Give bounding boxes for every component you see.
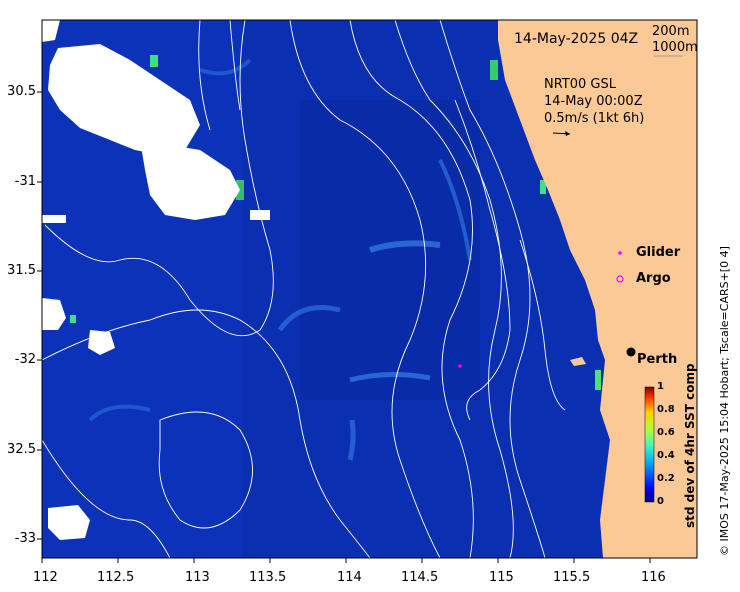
- argo-legend-marker: [616, 275, 624, 283]
- y-tick-label: 31.5: [7, 263, 36, 278]
- currents-scale-label: 0.5m/s (1kt 6h): [544, 111, 645, 126]
- x-tick-label: 116: [641, 570, 666, 585]
- x-tick-label: 112: [33, 570, 58, 585]
- y-tick-label: 30.5: [7, 84, 36, 99]
- colorbar-tick: 0.6: [657, 427, 675, 438]
- argo-legend-label: Argo: [636, 271, 671, 286]
- y-tick-label: -33: [14, 531, 36, 546]
- colorbar-label: std dev of 4hr SST comp: [683, 363, 697, 528]
- cloud-mask: [42, 20, 270, 540]
- colorbar: [644, 386, 655, 503]
- x-tick-label: 114.5: [401, 570, 439, 585]
- x-tick-label: 113: [185, 570, 210, 585]
- colorbar-tick: 0.2: [657, 473, 675, 484]
- currents-product-label: NRT00 GSL: [544, 77, 616, 92]
- glider-legend-marker: [618, 251, 622, 255]
- perth-marker: [626, 347, 636, 357]
- glider-marker: [458, 364, 462, 368]
- isobath-1000m-label: 1000m: [652, 40, 698, 55]
- y-tick-label: 32.5: [7, 442, 36, 457]
- y-tick-label: -32: [14, 352, 36, 367]
- x-tick-label: 113.5: [249, 570, 287, 585]
- rottnest-island: [570, 357, 586, 366]
- colorbar-tick: 1: [657, 381, 664, 392]
- plot-frame: [41, 19, 698, 559]
- x-tick-label: 112.5: [97, 570, 135, 585]
- credit-label: © IMOS 17-May-2025 15:04 Hobart; Tscale=…: [718, 246, 731, 556]
- contour-lines: [42, 20, 566, 558]
- isobath-200m-label: 200m: [652, 24, 690, 39]
- colorbar-tick: 0.8: [657, 404, 675, 415]
- x-tick-label: 114: [337, 570, 362, 585]
- currents-time-label: 14-May 00:00Z: [544, 94, 643, 109]
- glider-legend-label: Glider: [636, 245, 681, 260]
- colorbar-tick: 0: [657, 496, 664, 507]
- y-tick-label: -31: [14, 174, 36, 189]
- perth-label: Perth: [637, 352, 678, 367]
- current-scale-arrow: [552, 131, 571, 136]
- x-tick-label: 115.5: [553, 570, 591, 585]
- colorbar-tick: 0.4: [657, 450, 675, 461]
- axis-ticks: [37, 91, 651, 563]
- x-tick-label: 115: [489, 570, 514, 585]
- timestamp-label: 14-May-2025 04Z: [514, 31, 639, 47]
